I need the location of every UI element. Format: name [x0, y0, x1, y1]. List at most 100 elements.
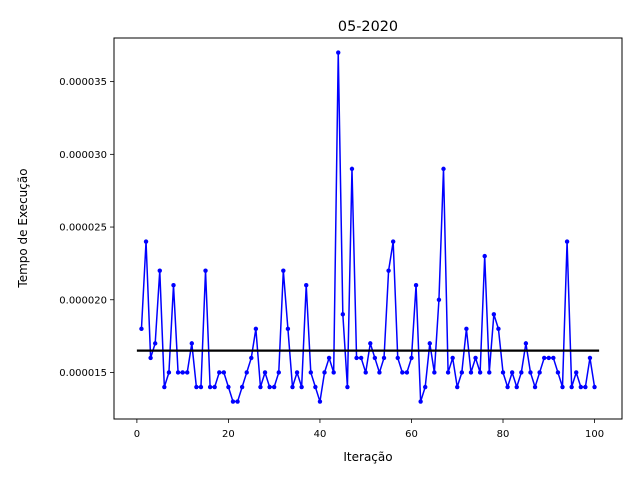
data-point	[326, 355, 332, 361]
series-line	[140, 51, 596, 403]
data-point	[281, 268, 286, 273]
data-point	[212, 384, 217, 390]
data-point	[583, 384, 588, 390]
data-point	[308, 370, 313, 375]
data-point	[262, 370, 268, 375]
data-point	[491, 312, 497, 317]
data-point	[354, 355, 359, 361]
data-point	[267, 384, 272, 390]
data-point	[203, 268, 208, 273]
data-point	[180, 370, 185, 375]
data-point	[546, 355, 551, 361]
data-point	[175, 370, 181, 375]
data-point	[304, 283, 309, 288]
y-axis: 0.000015 0.000020 0.000025 0.000030 0.000035	[59, 77, 114, 379]
data-point	[349, 166, 355, 172]
data-point	[390, 239, 396, 244]
x-tick-label: 20	[222, 429, 235, 440]
data-point	[258, 384, 263, 390]
data-point	[468, 370, 474, 375]
data-point	[285, 326, 291, 332]
data-point	[276, 370, 281, 375]
data-point	[372, 355, 378, 361]
data-point	[381, 355, 387, 361]
data-point	[185, 370, 190, 375]
data-point	[226, 384, 231, 390]
x-tick-label: 60	[405, 429, 418, 440]
data-point	[221, 370, 227, 375]
data-point	[569, 384, 574, 390]
data-point	[532, 384, 538, 390]
x-tick-label: 80	[497, 429, 510, 440]
data-point	[441, 166, 446, 172]
data-point	[331, 370, 336, 375]
data-point	[459, 370, 465, 375]
data-point	[313, 384, 318, 390]
data-point	[345, 384, 350, 390]
data-point	[189, 341, 194, 346]
plot-content	[136, 50, 600, 404]
data-point	[528, 370, 533, 375]
y-tick-label: 0.000035	[59, 77, 107, 88]
data-point	[395, 355, 400, 361]
data-point	[171, 283, 176, 288]
data-point	[363, 370, 368, 375]
data-point	[253, 326, 259, 332]
data-point	[542, 355, 547, 361]
data-point	[239, 384, 245, 390]
data-point	[271, 384, 277, 390]
data-point	[249, 355, 254, 361]
data-point	[450, 355, 455, 361]
y-tick-label: 0.000020	[59, 295, 107, 306]
data-point	[564, 239, 570, 244]
data-point	[368, 341, 373, 346]
y-tick-label: 0.000025	[59, 223, 107, 234]
data-point	[473, 355, 478, 361]
x-axis: 0 20 40 60 80 100	[134, 419, 604, 440]
data-point	[427, 341, 432, 346]
data-point	[166, 370, 172, 375]
data-point	[500, 370, 506, 375]
data-point	[455, 384, 460, 390]
y-tick-label: 0.000015	[59, 368, 107, 379]
x-axis-title: Iteração	[343, 450, 392, 464]
y-axis-title: Tempo de Execução	[16, 168, 30, 288]
data-point	[482, 253, 487, 259]
data-point	[436, 297, 442, 302]
data-point	[464, 326, 469, 332]
data-point	[560, 384, 565, 390]
data-point	[400, 370, 405, 375]
data-point	[207, 384, 213, 390]
data-point	[537, 370, 542, 375]
data-point	[578, 384, 584, 390]
chart-title: 05-2020	[338, 19, 398, 35]
data-point	[317, 399, 323, 404]
data-point	[555, 370, 561, 375]
data-point	[157, 268, 162, 273]
data-point	[514, 384, 519, 390]
data-point	[340, 312, 346, 317]
data-point	[587, 355, 593, 361]
data-point	[445, 370, 451, 375]
data-point	[509, 370, 515, 375]
data-point	[217, 370, 222, 375]
data-point	[230, 399, 236, 404]
data-point	[194, 384, 199, 390]
data-point	[244, 370, 249, 375]
data-point	[413, 283, 419, 288]
x-tick-label: 0	[134, 429, 140, 440]
data-point	[386, 268, 391, 273]
data-point	[322, 370, 327, 375]
data-point	[592, 384, 597, 390]
data-point	[418, 399, 423, 404]
data-point	[523, 341, 529, 346]
data-point	[162, 384, 167, 390]
data-point	[299, 384, 304, 390]
data-point	[423, 384, 428, 390]
data-point	[409, 355, 414, 361]
data-point	[519, 370, 524, 375]
plot-frame	[113, 37, 623, 420]
x-tick-label: 100	[585, 429, 604, 440]
